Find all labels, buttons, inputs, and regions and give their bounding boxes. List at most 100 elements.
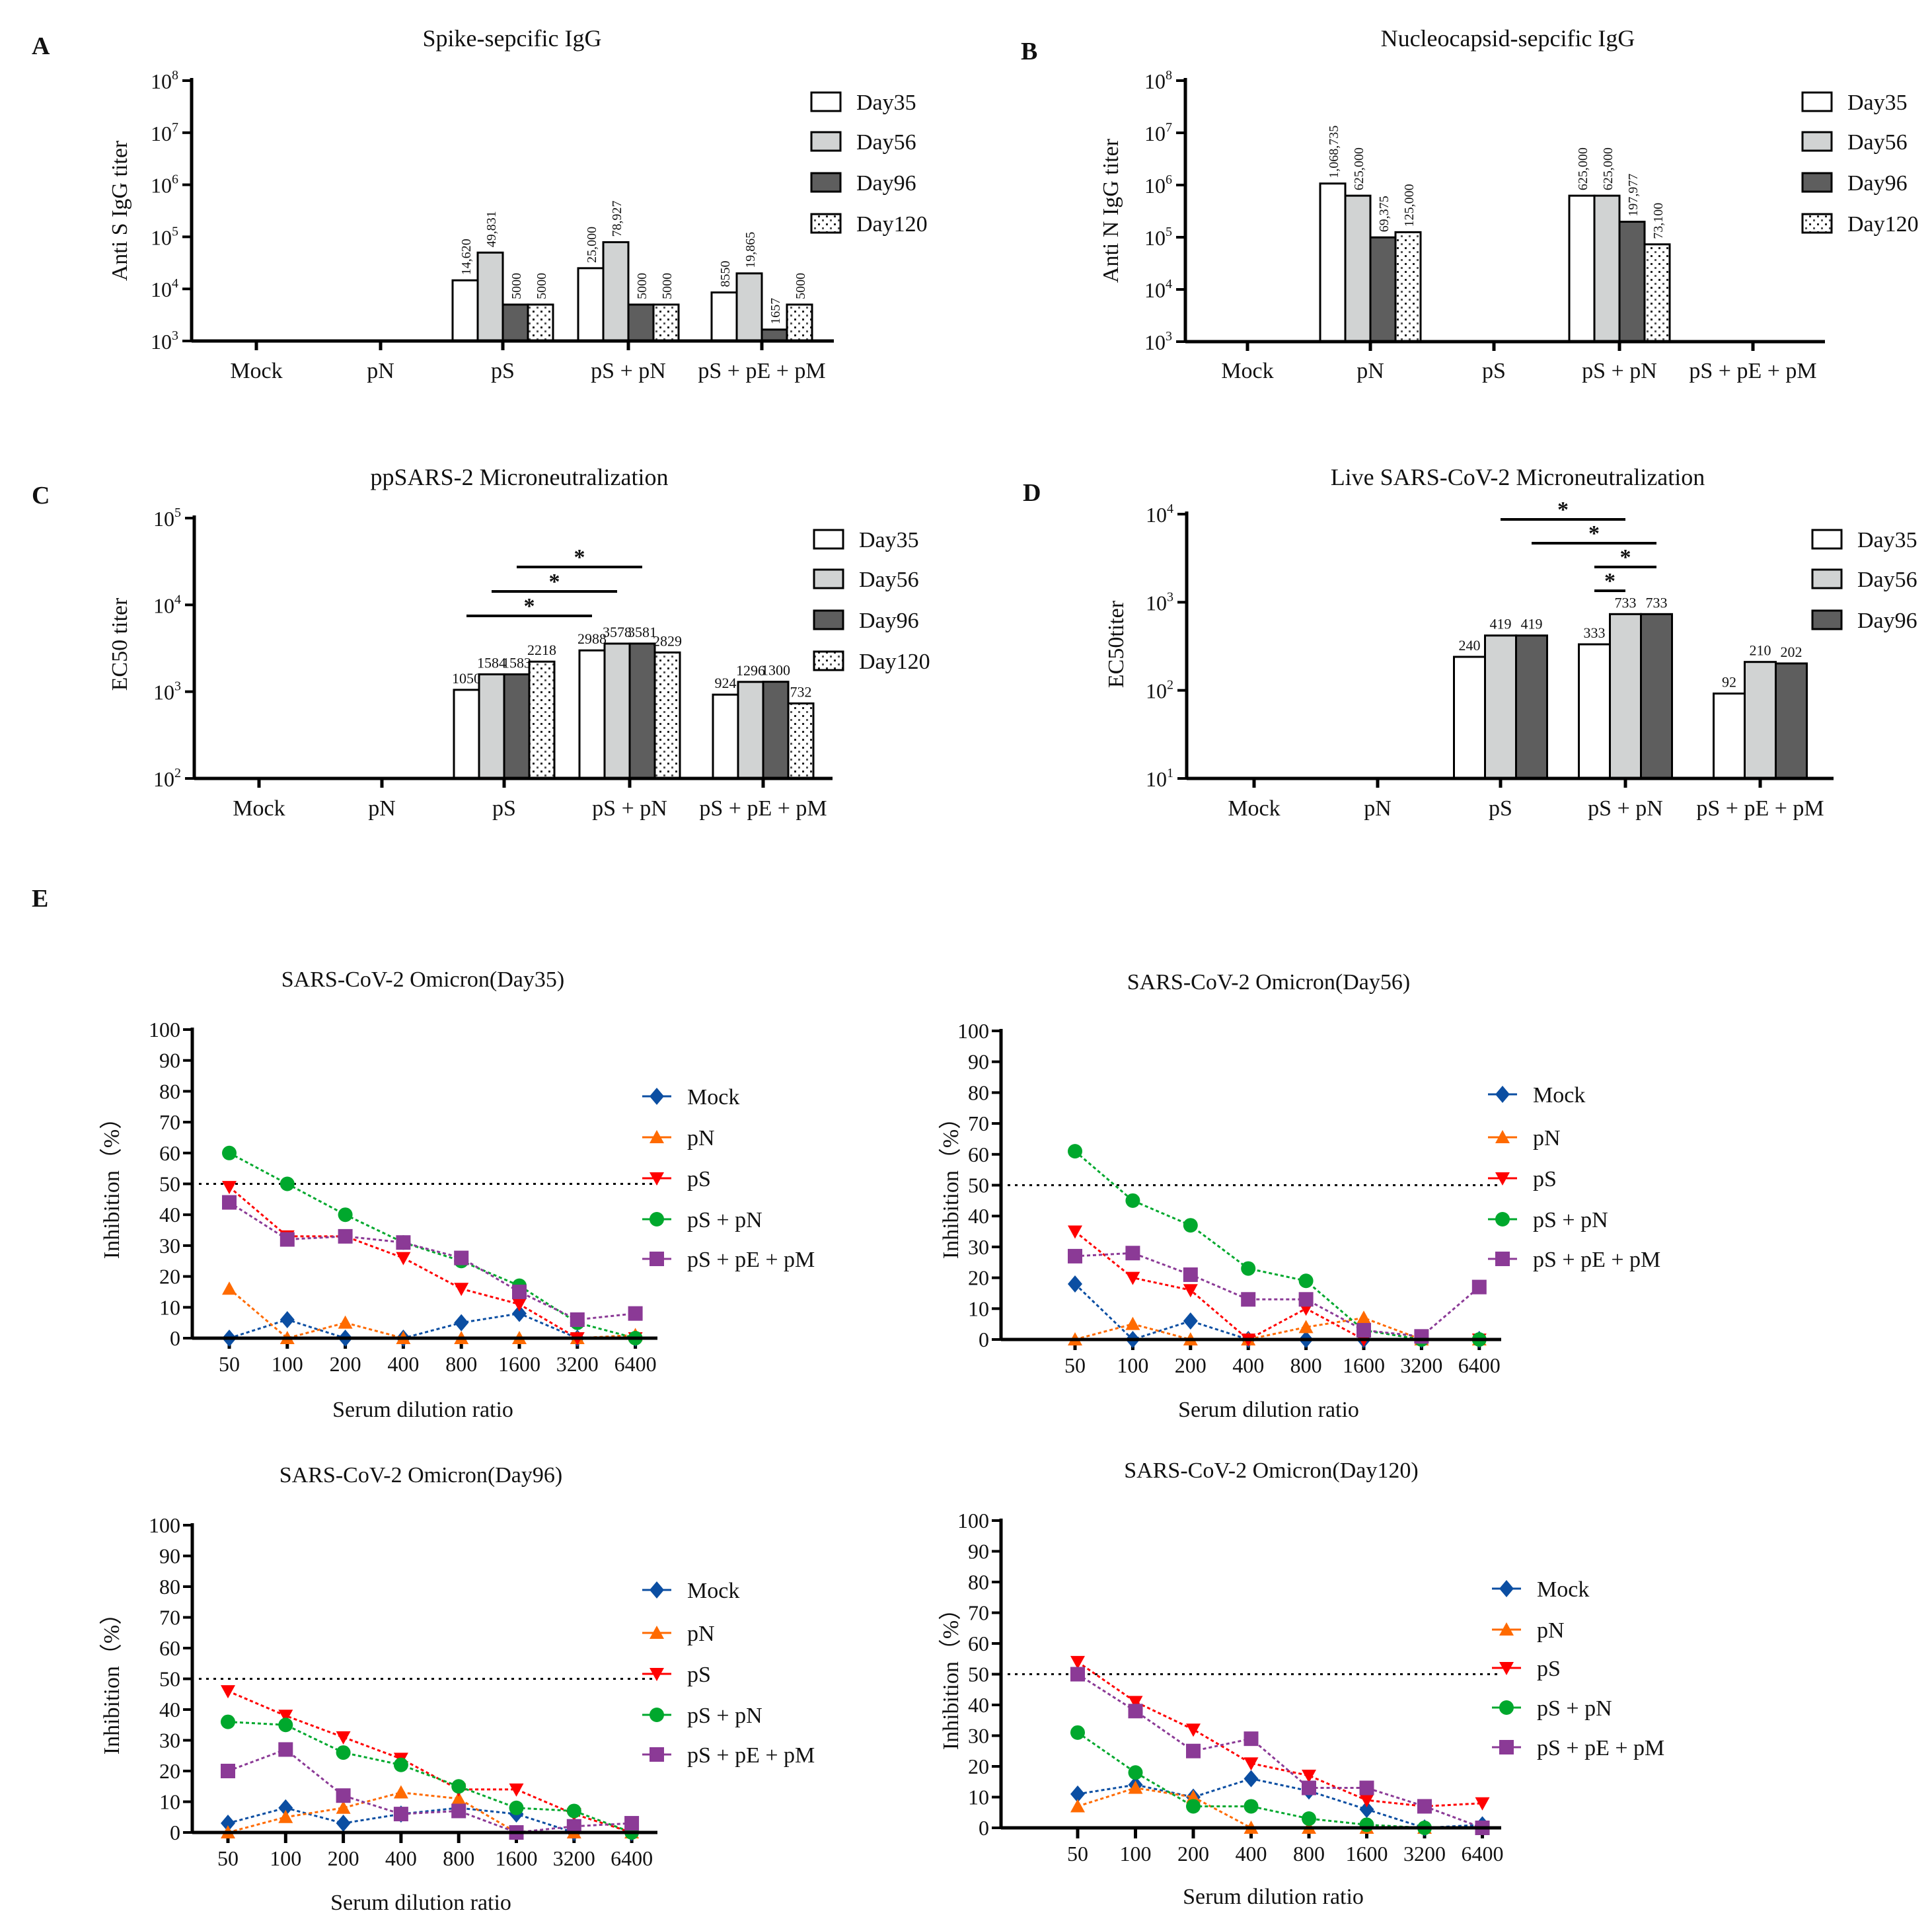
legend-swatch-day35 (1801, 91, 1833, 112)
legend-label: pS + pE + pM (687, 1743, 815, 1768)
legend-label: pN (687, 1126, 715, 1150)
y-tick-exponent: 8 (172, 68, 178, 83)
bar-data-label: 78,927 (610, 200, 624, 237)
legend-marker-circle (650, 1212, 664, 1226)
x-tick-label: 3200 (556, 1352, 599, 1376)
data-point-triangle-down (1475, 1797, 1490, 1811)
bar-day96 (627, 303, 655, 342)
line-chart-e3: SARS-CoV-2 Omicron(Day96) Serum dilution … (99, 1463, 815, 1915)
bar-day35 (1319, 182, 1347, 343)
data-point-square (396, 1235, 411, 1250)
data-point-square (451, 1803, 466, 1819)
data-point-square (1417, 1799, 1432, 1814)
bar-data-label: 240 (1459, 637, 1481, 654)
x-axis-label: Serum dilution ratio (332, 1398, 513, 1422)
legend-marker-square (650, 1747, 664, 1762)
data-point-square (1244, 1731, 1259, 1747)
legend-label: pS + pN (687, 1704, 762, 1728)
legend-label: pS + pN (1537, 1696, 1612, 1721)
x-tick-label: 200 (1177, 1842, 1209, 1866)
bar-data-label: 14,620 (459, 239, 474, 275)
bar-data-label: 2988 (577, 630, 607, 647)
bar-data-label: 625,000 (1576, 147, 1590, 190)
legend-marker-triangle-up (650, 1626, 664, 1639)
chart-title: SARS-CoV-2 Omicron(Day56) (1127, 970, 1410, 995)
data-point-diamond (278, 1799, 293, 1817)
trend-line-pn (229, 1288, 636, 1339)
y-tick-label: 80 (968, 1080, 989, 1104)
y-tick-label: 70 (968, 1112, 989, 1135)
legend-label: pS + pE + pM (687, 1248, 815, 1272)
y-tick-base: 10 (151, 225, 172, 249)
y-tick-base: 10 (151, 330, 172, 354)
x-tick-label: pS + pN (1588, 796, 1663, 821)
y-tick-base: 10 (153, 507, 174, 531)
legend-label: Mock (687, 1085, 739, 1110)
data-point-circle (1128, 1765, 1143, 1780)
data-point-triangle-up (393, 1785, 408, 1799)
y-tick-base: 10 (153, 593, 174, 617)
bar-day56 (1344, 194, 1372, 343)
y-tick-label: 105 (1144, 225, 1172, 250)
y-tick-label: 90 (159, 1049, 180, 1073)
data-point-circle (1186, 1799, 1201, 1814)
y-tick-label: 10 (159, 1790, 180, 1814)
data-point-triangle-down (221, 1685, 235, 1699)
x-tick-label: 800 (445, 1352, 477, 1376)
x-tick-label: 1600 (498, 1352, 540, 1376)
trend-line-ps-pe-pm (227, 1748, 632, 1834)
y-tick-label: 70 (968, 1601, 989, 1625)
chart-title: SARS-CoV-2 Omicron(Day120) (1124, 1458, 1418, 1483)
data-point-diamond (512, 1304, 527, 1322)
y-tick-label: 40 (159, 1698, 180, 1721)
legend-label: Day56 (1847, 130, 1908, 155)
bar-day56 (737, 681, 764, 780)
legend-label: pN (1537, 1618, 1565, 1643)
y-tick-base: 10 (1144, 226, 1166, 250)
data-point-triangle-up (338, 1315, 353, 1329)
bar-data-label: 625,000 (1601, 147, 1616, 190)
y-axis-label: EC50titer (1104, 600, 1129, 688)
data-point-square (624, 1816, 640, 1831)
data-point-triangle-down (222, 1181, 237, 1195)
y-tick-label: 10 (159, 1295, 180, 1319)
y-tick-label: 100 (149, 1513, 180, 1537)
y-tick-exponent: 4 (172, 276, 178, 291)
data-point-triangle-up (222, 1281, 237, 1295)
y-tick-exponent: 4 (174, 592, 181, 607)
data-point-triangle-down (1183, 1284, 1198, 1298)
y-tick-exponent: 3 (172, 328, 178, 343)
significance-mark: * (549, 570, 560, 594)
data-point-circle (221, 1714, 235, 1729)
y-tick-label: 80 (968, 1570, 989, 1594)
panel-letter-c: C (32, 482, 50, 509)
legend-marker-diamond (650, 1088, 664, 1105)
panel-letter-b: B (1021, 38, 1037, 65)
data-point-square (1183, 1267, 1198, 1282)
y-tick-label: 50 (968, 1663, 989, 1686)
line-chart-e4: SARS-CoV-2 Omicron(Day120) Serum dilution… (938, 1458, 1664, 1909)
legend-marker-diamond (1499, 1580, 1514, 1597)
trend-line-ps (1077, 1661, 1483, 1807)
y-tick-base: 10 (1144, 122, 1166, 145)
legend-marker-triangle-down (650, 1172, 664, 1186)
y-tick-base: 10 (1144, 278, 1166, 302)
trend-line-ps-pe-pm (1077, 1673, 1483, 1829)
legend-label: pS (1537, 1657, 1561, 1681)
y-tick-label: 40 (159, 1203, 180, 1226)
x-tick-label: 3200 (1403, 1842, 1446, 1866)
x-tick-label: 200 (330, 1352, 361, 1376)
legend-marker-circle (1495, 1212, 1510, 1226)
y-tick-exponent: 3 (1167, 589, 1173, 604)
y-tick-label: 103 (153, 679, 181, 704)
y-tick-base: 10 (151, 278, 172, 301)
legend-marker-circle (650, 1708, 664, 1722)
legend-label: Day96 (1847, 171, 1908, 196)
data-point-square (1128, 1704, 1143, 1719)
data-point-triangle-up (1128, 1780, 1143, 1794)
y-tick-exponent: 2 (174, 766, 181, 780)
line-chart-e2: SARS-CoV-2 Omicron(Day56) Serum dilution … (938, 970, 1660, 1422)
y-tick-label: 10 (968, 1786, 989, 1809)
